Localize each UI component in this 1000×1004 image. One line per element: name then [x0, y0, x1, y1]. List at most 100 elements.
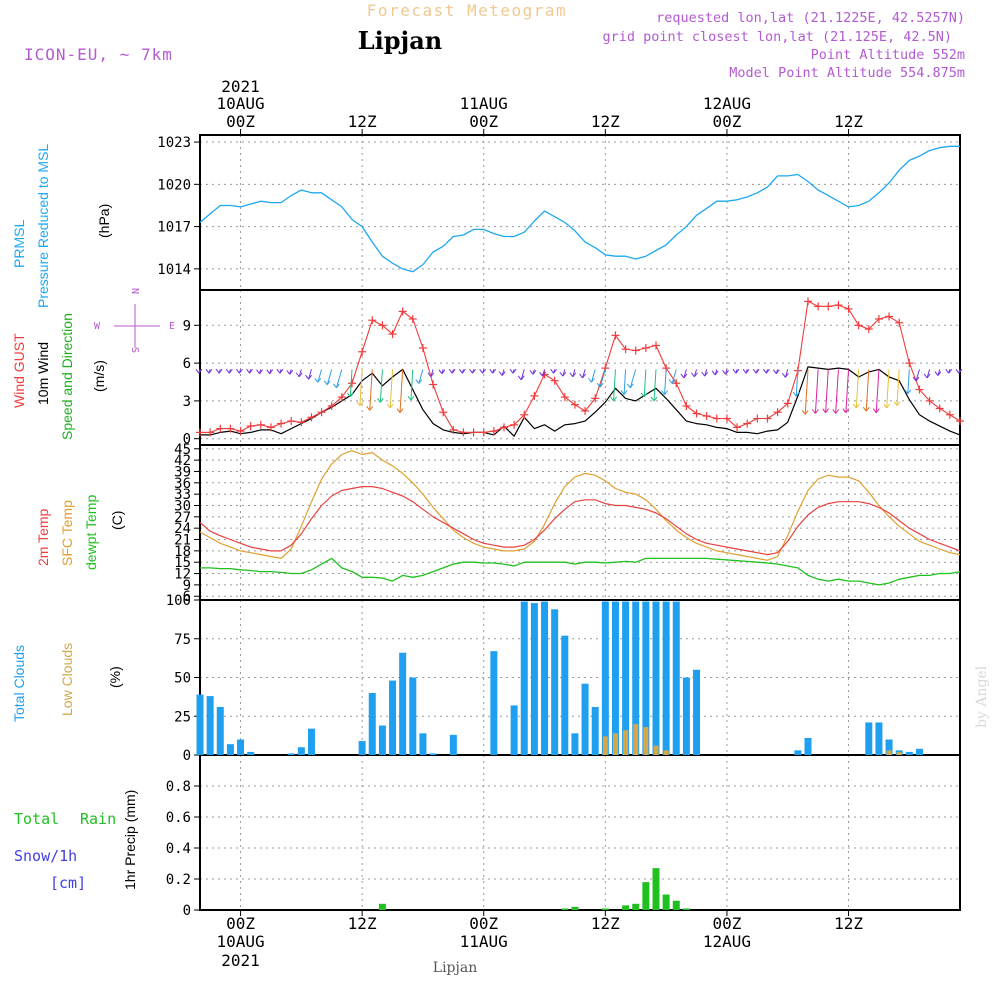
total-clouds-bar	[875, 722, 883, 755]
total-clouds-bar	[429, 753, 437, 755]
wind-labels: Wind GUST 10m Wind Speed and Direction (…	[11, 288, 175, 440]
wind-direction-arrow	[317, 377, 322, 383]
bottom-time-label: 00Z	[469, 914, 498, 933]
precip-rain-label: Rain	[80, 810, 116, 828]
compass-rose: N S W E	[94, 288, 175, 353]
wind-direction-arrow	[934, 371, 939, 376]
low-clouds-bar	[623, 730, 629, 755]
wind-direction-arrow	[451, 368, 456, 374]
total-clouds-bar	[571, 733, 579, 755]
wind-direction-arrow	[472, 368, 476, 374]
wind-direction-arrow	[369, 406, 374, 411]
wind-direction-arrow	[832, 409, 837, 414]
wind10m-line	[200, 366, 961, 437]
low-clouds-bar	[886, 750, 892, 755]
total-clouds-bar	[622, 601, 630, 755]
wind-direction-arrow	[907, 369, 910, 394]
y-tick-label: 1020	[157, 177, 191, 193]
wind-direction-arrow	[781, 373, 786, 378]
wind-direction-arrow	[553, 368, 557, 374]
wind-direction-arrow	[569, 372, 574, 378]
tsfc-label: SFC Temp	[59, 500, 75, 566]
wind-direction-arrow	[845, 369, 850, 413]
wind-direction-arrow	[883, 403, 888, 409]
wind-direction-arrow	[427, 372, 432, 378]
model-altitude: Model Point Altitude 554.875m	[729, 65, 965, 81]
wind-direction-arrow	[326, 380, 331, 386]
point-altitude: Point Altitude 552m	[811, 47, 965, 63]
wind-direction-arrow	[336, 383, 340, 389]
wind-direction-arrow	[198, 368, 203, 374]
wind-direction-arrow	[613, 369, 616, 401]
wind-direction-arrow	[704, 371, 709, 377]
pressure-unit-label: (hPa)	[96, 204, 112, 238]
y-tick-label: 1014	[157, 262, 191, 278]
y-tick-label: 1023	[157, 135, 191, 151]
panel-frame	[199, 444, 961, 601]
wind-direction-arrow	[225, 368, 230, 374]
low-clouds-bar	[643, 727, 649, 755]
wind-direction-arrow	[305, 374, 309, 380]
wind-direction-arrow	[376, 398, 381, 403]
wind-direction-arrow	[215, 368, 220, 374]
y-tick-label: 0	[183, 903, 191, 919]
wind-direction-arrow	[418, 369, 424, 384]
wind-direction-arrow	[862, 406, 867, 412]
wind-direction-arrow	[479, 368, 484, 374]
requested-coords: requested lon,lat (21.1225E, 42.5257N)	[656, 10, 965, 26]
total-clouds-bar	[389, 680, 397, 755]
y-tick-label: 45	[174, 442, 191, 458]
total-clouds-bar	[915, 748, 923, 755]
wind-direction-arrow	[671, 379, 676, 384]
total-clouds-bar	[581, 683, 589, 755]
wind-direction-arrow	[680, 373, 685, 379]
wind-direction-arrow	[693, 372, 698, 378]
total-clouds-bar	[662, 601, 670, 755]
wind-direction-arrow	[407, 395, 412, 401]
wind-direction-arrow	[501, 371, 506, 376]
precip-total-label: Total	[14, 810, 59, 828]
wind-direction-arrow	[653, 396, 658, 402]
wind-direction-arrow	[438, 369, 443, 374]
temp2m-line	[199, 486, 961, 556]
precip-snow-label: Snow/1h	[14, 847, 77, 865]
top-time-label: 2021	[221, 77, 260, 96]
wind-direction-arrow	[379, 398, 384, 403]
wind-direction-arrow	[396, 408, 401, 414]
y-tick-label: 30	[174, 498, 191, 514]
wind-direction-arrow	[298, 372, 303, 378]
wind-direction-arrow	[765, 368, 770, 374]
wind-direction-arrow	[664, 369, 667, 395]
wind-direction-arrow	[418, 379, 423, 384]
bottom-time-label: 00Z	[226, 914, 255, 933]
total-clouds-bar	[672, 601, 680, 755]
total-clouds-bar	[693, 669, 701, 755]
wind-direction-arrow	[323, 380, 328, 386]
total-clouds-bar	[449, 734, 457, 755]
low-clouds-bar	[612, 733, 618, 755]
rain-bar	[561, 908, 569, 910]
pressure-desc-label: Pressure Reduced to MSL	[35, 144, 51, 308]
wind-direction-arrow	[448, 368, 453, 374]
wind-direction-arrow	[461, 368, 466, 374]
total-clouds-bar	[865, 722, 873, 755]
y-tick-label: 15	[174, 555, 191, 571]
top-time-label: 00Z	[712, 112, 741, 131]
panel-pressure: 1014 1017 1020 1023	[157, 134, 961, 291]
y-tick-label: 33	[174, 487, 191, 503]
wind-direction-arrow	[722, 369, 726, 375]
wind-direction-arrow	[795, 369, 799, 397]
top-time-label: 12AUG	[703, 94, 751, 113]
direction-label: Speed and Direction	[59, 313, 75, 440]
wind-direction-arrow	[532, 369, 537, 375]
wind-direction-arrow	[784, 373, 789, 378]
wind-direction-arrow	[865, 369, 870, 412]
low-clouds-bar	[633, 724, 639, 755]
rain-bar	[601, 908, 609, 910]
wind-direction-arrow	[482, 368, 487, 374]
top-time-label: 12Z	[834, 112, 863, 131]
gust-line	[200, 300, 961, 433]
wind-direction-arrow	[582, 373, 586, 379]
rain-bar	[682, 908, 690, 910]
